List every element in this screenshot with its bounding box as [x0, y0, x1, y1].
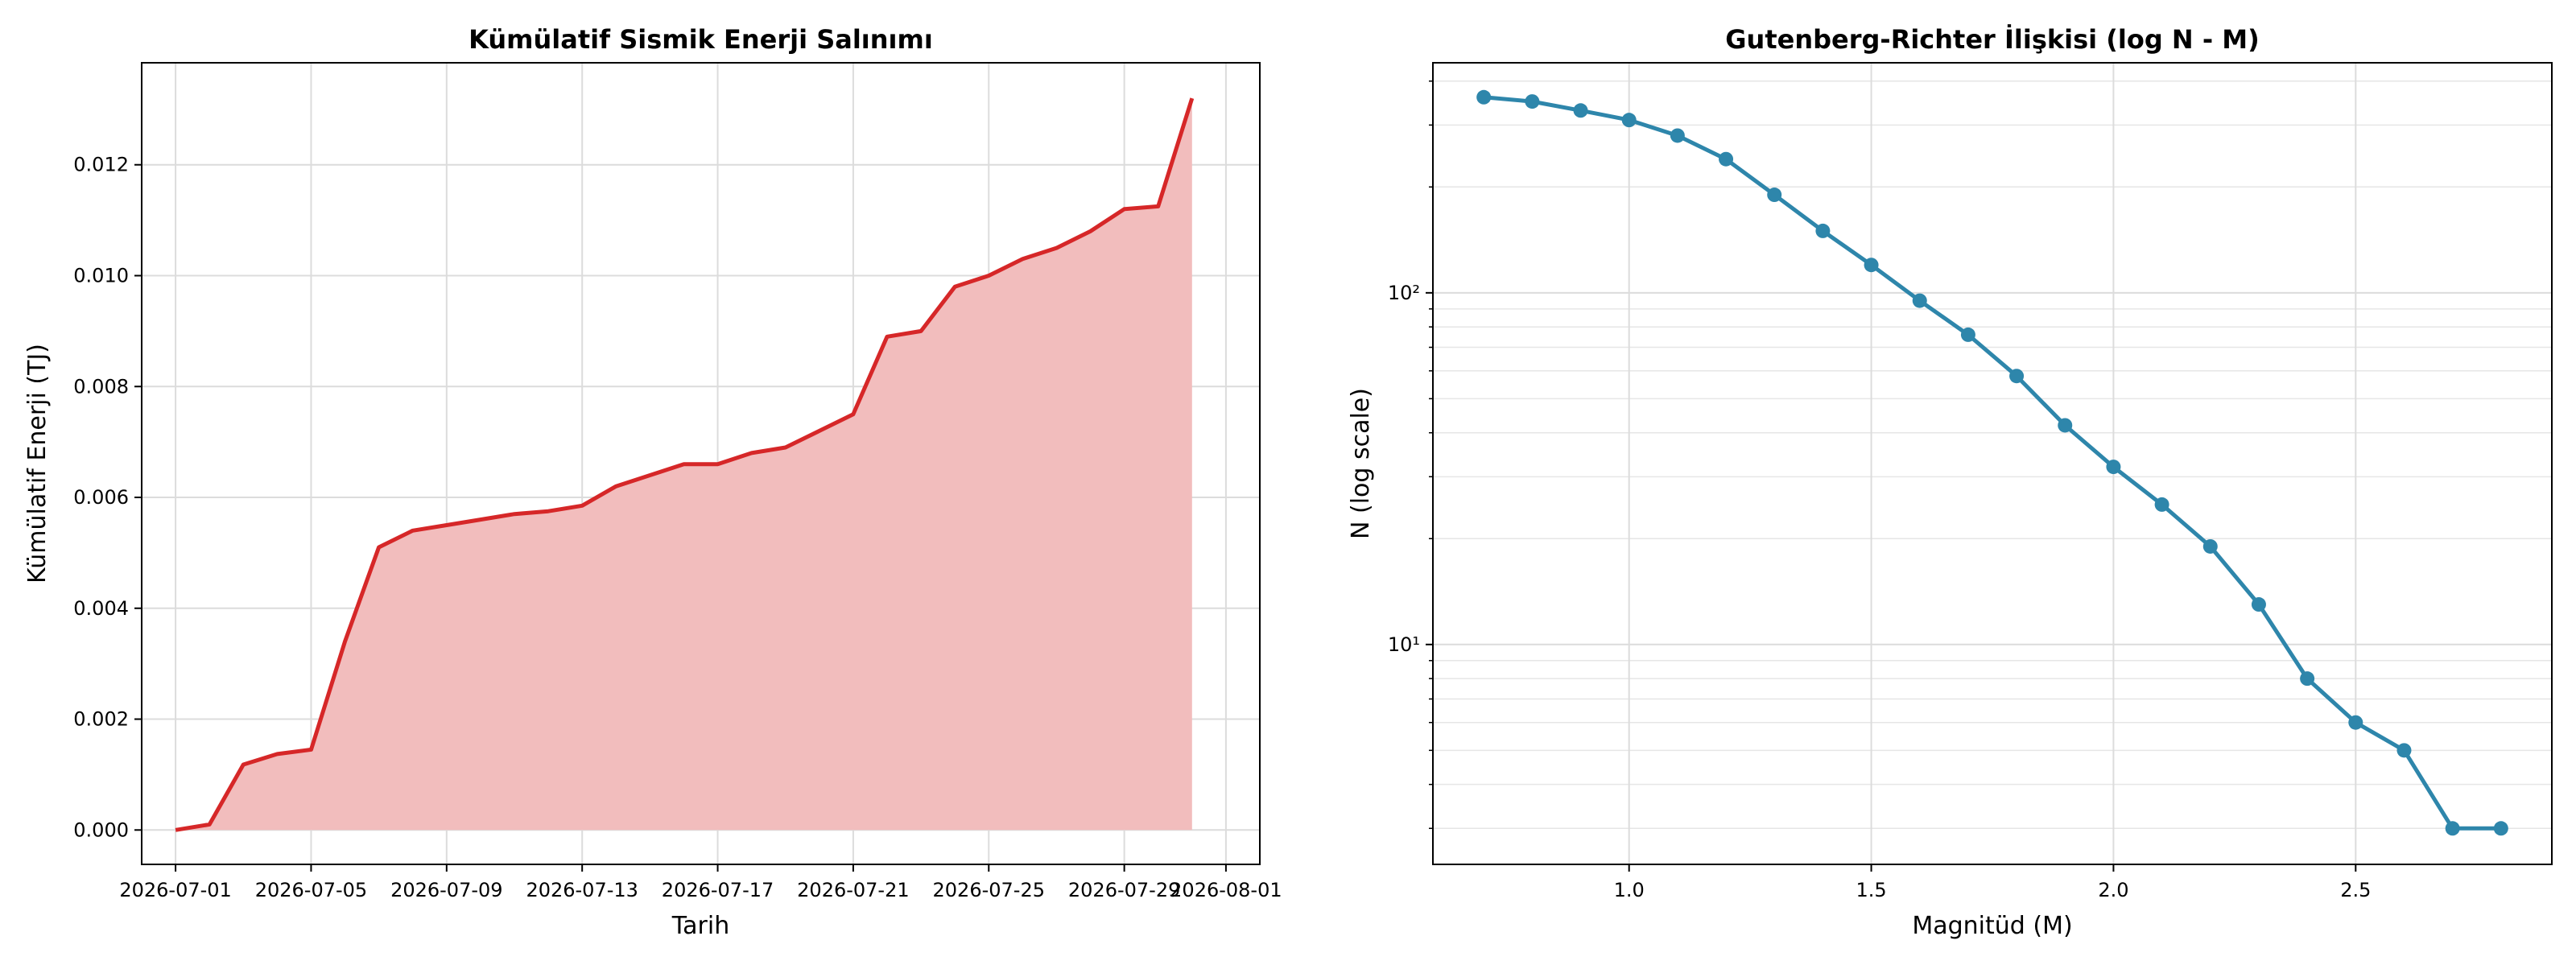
y-axis-label: N (log scale): [1347, 388, 1375, 539]
marker: [1670, 128, 1685, 143]
marker: [1960, 327, 1975, 342]
x-tick-label: 1.5: [1856, 879, 1886, 901]
marker: [2154, 497, 2169, 512]
marker: [2445, 821, 2460, 836]
x-tick-label: 2026-07-13: [526, 879, 638, 901]
y-tick-label: 10²: [1388, 282, 1420, 304]
x-tick-label: 2026-07-17: [662, 879, 774, 901]
marker: [1815, 223, 1831, 238]
y-tick-label: 0.010: [73, 264, 129, 287]
marker: [1525, 94, 1540, 109]
x-tick-label: 2026-07-29: [1068, 879, 1180, 901]
y-tick-label: 0.000: [73, 818, 129, 841]
area: [175, 98, 1192, 831]
marker: [2493, 821, 2508, 836]
marker: [2058, 418, 2073, 433]
marker: [2202, 538, 2218, 554]
marker: [2348, 715, 2363, 730]
marker: [1573, 103, 1588, 118]
x-tick-label: 2026-07-21: [797, 879, 909, 901]
marker: [1476, 89, 1492, 105]
x-axis-label: Magnitüd (M): [1912, 912, 2072, 940]
marker: [2009, 369, 2025, 384]
marker: [2300, 671, 2315, 687]
x-tick-label: 2026-07-25: [933, 879, 1045, 901]
marker: [2106, 460, 2121, 475]
y-tick-label: 0.004: [73, 597, 129, 620]
y-tick-label: 0.006: [73, 486, 129, 509]
x-tick-label: 1.0: [1614, 879, 1645, 901]
chart-title: Kümülatif Sismik Enerji Salınımı: [469, 24, 933, 55]
marker: [2251, 597, 2266, 612]
y-axis-label: Kümülatif Enerji (TJ): [23, 344, 52, 583]
marker: [1621, 113, 1637, 128]
x-axis-label: Tarih: [671, 912, 729, 940]
y-tick-label: 10¹: [1388, 633, 1420, 656]
x-tick-label: 2026-07-01: [119, 879, 231, 901]
marker: [2396, 743, 2412, 758]
line: [1483, 95, 2501, 831]
marker: [1767, 188, 1782, 203]
marker: [1719, 151, 1734, 167]
marker: [1864, 258, 1879, 273]
x-tick-label: 2.0: [2098, 879, 2128, 901]
chart-title: Gutenberg-Richter İlişkisi (log N - M): [1725, 24, 2259, 55]
y-tick-label: 0.002: [73, 708, 129, 731]
plot-frame: [141, 62, 1261, 865]
marker: [1912, 293, 1927, 308]
plot-frame: [1432, 62, 2553, 865]
line: [175, 97, 1195, 832]
y-tick-label: 0.008: [73, 375, 129, 398]
x-tick-label: 2026-07-09: [390, 879, 502, 901]
x-tick-label: 2026-08-01: [1170, 879, 1282, 901]
x-tick-label: 2026-07-05: [255, 879, 367, 901]
x-tick-label: 2.5: [2340, 879, 2371, 901]
y-tick-label: 0.012: [73, 154, 129, 176]
